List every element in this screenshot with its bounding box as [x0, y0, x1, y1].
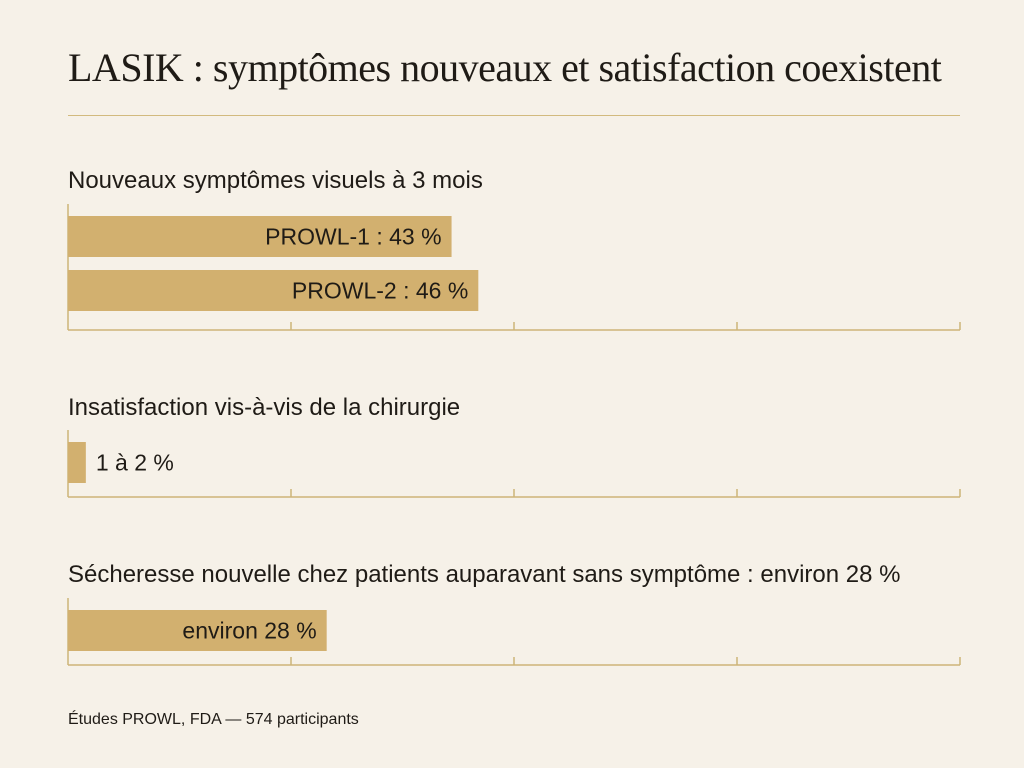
chart-panel-1: Nouveaux symptômes visuels à 3 mois PROWL…	[67, 167, 961, 331]
bar-2	[68, 270, 479, 311]
bar-1	[68, 216, 452, 257]
panel-title: Sécheresse nouvelle chez patients aupara…	[68, 561, 900, 588]
bar-1	[68, 442, 86, 483]
chart-panel-2: Insatisfaction vis-à-vis de la chirurgie…	[67, 394, 961, 498]
bar-label: PROWL-2 : 46 %	[292, 278, 468, 304]
title-divider	[68, 115, 960, 116]
panel-title: Nouveaux symptômes visuels à 3 mois	[68, 167, 483, 194]
source-note: Études PROWL, FDA — 574 participants	[68, 711, 359, 728]
chart-title: LASIK : symptômes nouveaux et satisfacti…	[68, 45, 942, 90]
chart-panel-3: Sécheresse nouvelle chez patients aupara…	[67, 561, 961, 666]
bar-label: environ 28 %	[182, 618, 316, 644]
bar-label: PROWL-1 : 43 %	[265, 224, 441, 250]
bar-label: 1 à 2 %	[96, 450, 174, 476]
panel-title: Insatisfaction vis-à-vis de la chirurgie	[68, 394, 460, 421]
bar-1	[68, 610, 327, 651]
